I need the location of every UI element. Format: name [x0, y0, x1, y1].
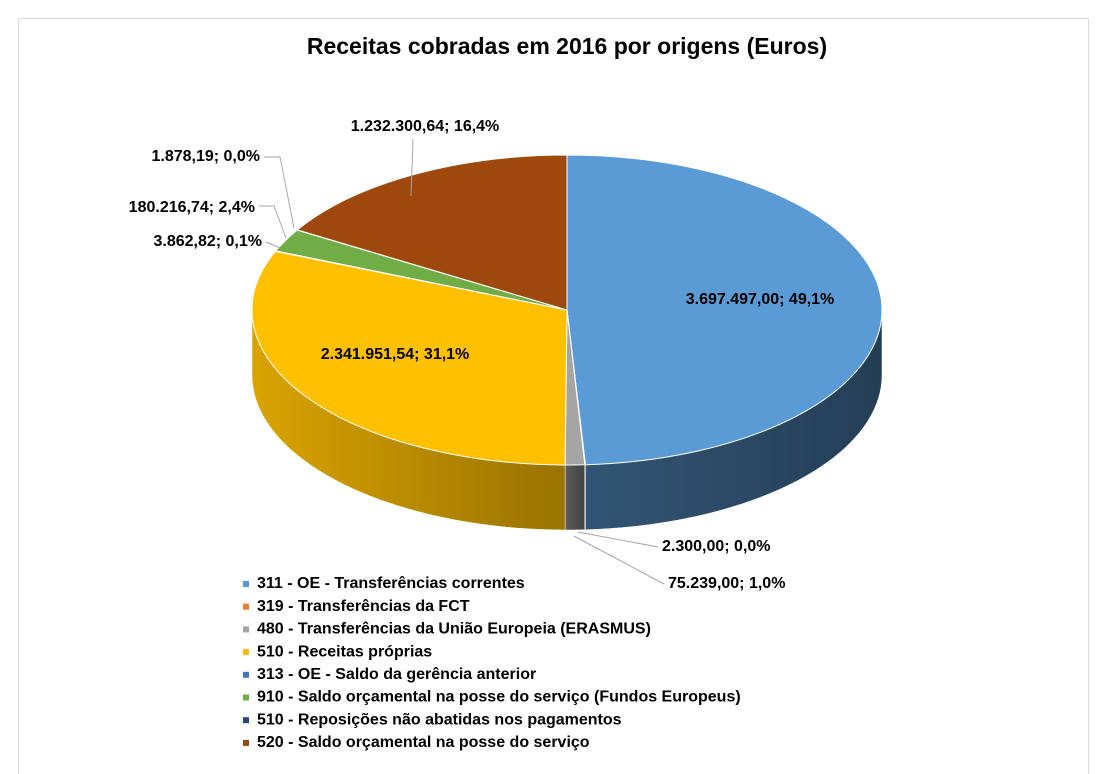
data-label: 75.239,00; 1,0%: [668, 575, 785, 592]
legend: 311 - OE - Transferências correntes 319 -…: [243, 575, 741, 751]
legend-swatch: [243, 671, 249, 678]
pie-wall: [564, 464, 586, 531]
data-label: 1.878,19; 0,0%: [151, 148, 260, 165]
legend-swatch: [243, 626, 249, 633]
labels: 3.697.497,00; 49,1% 2.300,00; 0,0% 75.239,…: [129, 118, 835, 592]
legend-label: 510 - Reposições não abatidas nos pagame…: [257, 711, 622, 728]
pie-slice: [251, 250, 568, 466]
legend-label: 313 - OE - Saldo da gerência anterior: [257, 666, 536, 683]
leader-line: [577, 531, 659, 548]
legend-label: 520 - Saldo orçamental na posse do servi…: [257, 734, 590, 751]
data-label: 1.232.300,64; 16,4%: [351, 118, 500, 135]
legend-swatch: [243, 603, 249, 610]
data-label: 3.697.497,00; 49,1%: [686, 291, 835, 308]
chart-title: Receitas cobradas em 2016 por origens (E…: [307, 33, 827, 59]
leader-line: [573, 535, 665, 585]
leader-line: [264, 156, 295, 229]
legend-label: 910 - Saldo orçamental na posse do servi…: [257, 689, 741, 706]
legend-label: 480 - Transferências da União Europeia (…: [257, 621, 651, 638]
pie: [251, 154, 883, 531]
pie-slice: [566, 154, 883, 466]
leader-line: [410, 138, 414, 197]
data-label: 2.300,00; 0,0%: [662, 538, 771, 555]
legend-label: 319 - Transferências da FCT: [257, 598, 470, 615]
legend-swatch: [243, 739, 249, 746]
legend-swatch: [243, 581, 249, 587]
leader-line: [259, 205, 287, 239]
legend-label: 510 - Receitas próprias: [257, 643, 432, 660]
data-label: 2.341.951,54; 31,1%: [321, 346, 470, 363]
legend-swatch: [243, 649, 249, 656]
data-label: 180.216,74; 2,4%: [129, 199, 255, 216]
leader-line: [265, 241, 281, 249]
legend-swatch: [243, 717, 249, 724]
legend-swatch: [243, 694, 249, 701]
data-label: 3.862,82; 0,1%: [153, 233, 262, 250]
legend-label: 311 - OE - Transferências correntes: [257, 575, 525, 592]
